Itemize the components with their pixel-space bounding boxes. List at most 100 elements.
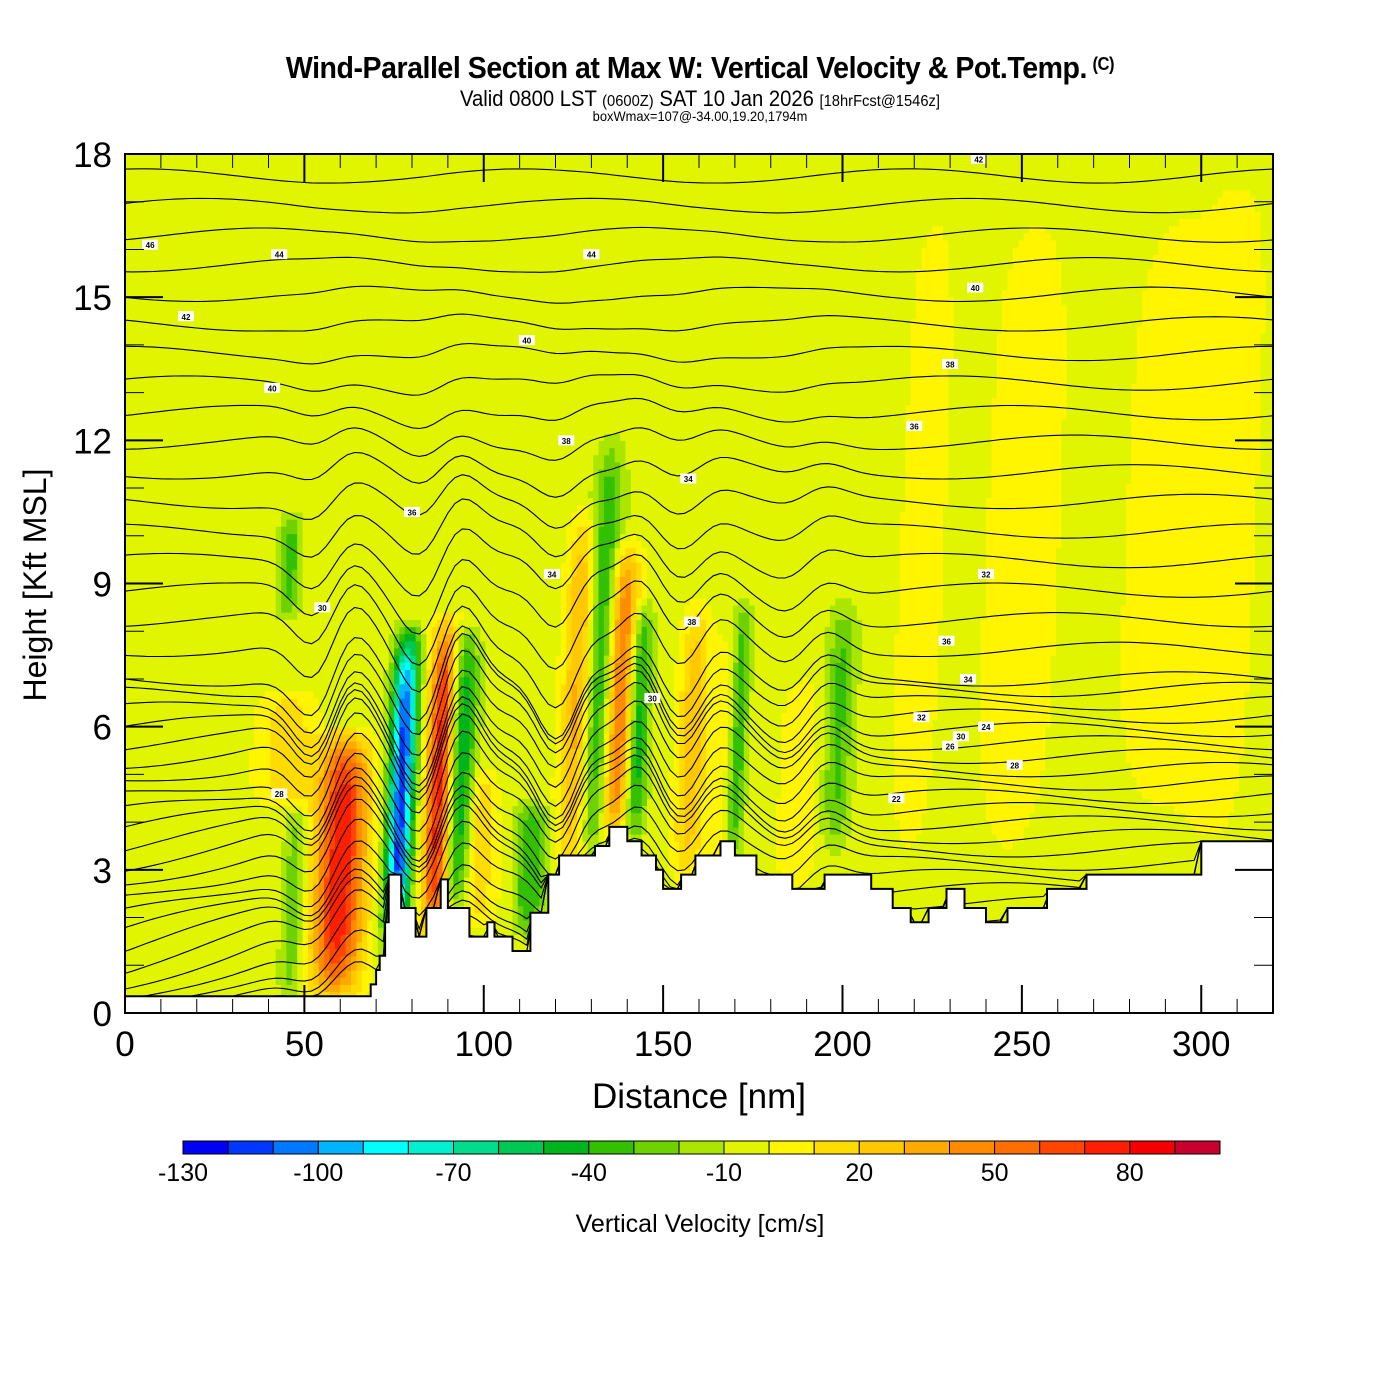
- field-cell: [372, 733, 379, 899]
- contour-label: 44: [587, 251, 596, 260]
- field-cell: [388, 690, 395, 721]
- field-cell: [948, 361, 955, 1013]
- field-cell: [630, 533, 637, 549]
- field-cell: [281, 526, 288, 613]
- field-cell: [943, 239, 949, 506]
- field-cell: [1061, 304, 1068, 420]
- contour-label-bg: [942, 740, 959, 751]
- field-cell: [625, 519, 632, 542]
- field-cell: [361, 855, 368, 935]
- isentrope-line: [125, 427, 1273, 461]
- field-cell: [1222, 189, 1229, 828]
- field-cell: [1002, 290, 1009, 849]
- field-cell: [921, 154, 928, 248]
- field-cell: [442, 783, 449, 814]
- field-cell: [647, 705, 653, 799]
- field-cell: [1077, 154, 1084, 1013]
- field-cell: [582, 526, 589, 563]
- isentrope-line: [125, 681, 1273, 788]
- field-cell: [168, 154, 175, 1013]
- field-cell: [835, 597, 842, 620]
- field-cell: [345, 934, 352, 957]
- field-cell: [291, 962, 298, 1000]
- x-tick-label: 200: [813, 1025, 871, 1064]
- field-cell: [690, 619, 696, 649]
- field-cell: [356, 154, 363, 728]
- field-cell: [587, 154, 594, 491]
- field-cell: [345, 984, 352, 993]
- field-cell: [910, 154, 917, 320]
- field-cell: [275, 619, 282, 692]
- field-cell: [345, 783, 352, 885]
- field-cell: [905, 154, 912, 406]
- field-cell: [647, 154, 653, 599]
- field-cell: [1088, 154, 1095, 1013]
- field-cell: [776, 154, 783, 799]
- field-cell: [840, 819, 847, 849]
- field-cell: [647, 597, 653, 620]
- field-cell: [673, 841, 680, 885]
- field-cell: [980, 154, 987, 620]
- field-cell: [846, 597, 853, 620]
- field-cell: [636, 705, 643, 778]
- isentrope-line: [125, 342, 1273, 365]
- field-cell: [614, 812, 621, 828]
- colorbar-swatch: [227, 1140, 274, 1155]
- field-cell: [1233, 154, 1240, 191]
- field-cell: [738, 597, 745, 613]
- field-cell: [431, 755, 438, 828]
- field-cell: [324, 741, 331, 756]
- field-cell: [318, 733, 325, 749]
- field-cell: [1115, 154, 1122, 1013]
- isentrope-line: [125, 226, 1273, 243]
- field-cell: [829, 647, 836, 835]
- field-cell: [286, 698, 293, 799]
- forecast-info: [18hrFcst@1546z]: [819, 93, 941, 110]
- isentrope-line: [125, 696, 1273, 807]
- field-cell: [636, 540, 643, 563]
- field-cell: [733, 605, 740, 663]
- contour-label-bg: [906, 421, 923, 432]
- colorbar-swatch: [588, 1140, 635, 1155]
- field-cell: [351, 919, 357, 957]
- contour-label-bg: [1006, 759, 1023, 770]
- field-cell: [657, 154, 664, 1013]
- field-cell: [388, 633, 395, 663]
- field-cell: [1249, 590, 1256, 1013]
- field-cell: [437, 640, 444, 649]
- field-cell: [431, 612, 438, 627]
- field-cell: [517, 905, 524, 928]
- field-cell: [614, 662, 621, 799]
- field-cell: [404, 619, 411, 628]
- field-cell: [593, 454, 600, 606]
- field-cell: [399, 655, 406, 663]
- field-cell: [1136, 154, 1143, 327]
- field-cell: [345, 748, 352, 756]
- field-cell: [291, 690, 298, 699]
- field-cell: [361, 154, 368, 728]
- field-cell: [264, 690, 271, 806]
- field-cell: [404, 626, 411, 635]
- field-cell: [275, 948, 282, 985]
- field-cell: [259, 154, 266, 699]
- y-tick-label: 6: [93, 709, 112, 748]
- field-cell: [781, 154, 788, 713]
- field-cell: [1045, 154, 1052, 234]
- field-cell: [1018, 239, 1025, 842]
- field-cell: [926, 232, 933, 778]
- field-cell: [571, 819, 578, 857]
- field-cell: [819, 154, 826, 771]
- field-cell: [351, 955, 357, 971]
- colorbar-swatch: [1174, 1140, 1221, 1155]
- field-cell: [1045, 232, 1052, 728]
- field-cell: [614, 798, 621, 814]
- field-cell: [582, 154, 589, 506]
- field-cell: [867, 154, 874, 1013]
- field-cell: [334, 791, 341, 950]
- field-cell: [846, 154, 853, 599]
- field-cell: [437, 626, 444, 642]
- field-cell: [356, 970, 363, 993]
- field-cell: [824, 769, 831, 814]
- field-cell: [593, 676, 600, 778]
- contour-label: 38: [562, 437, 571, 446]
